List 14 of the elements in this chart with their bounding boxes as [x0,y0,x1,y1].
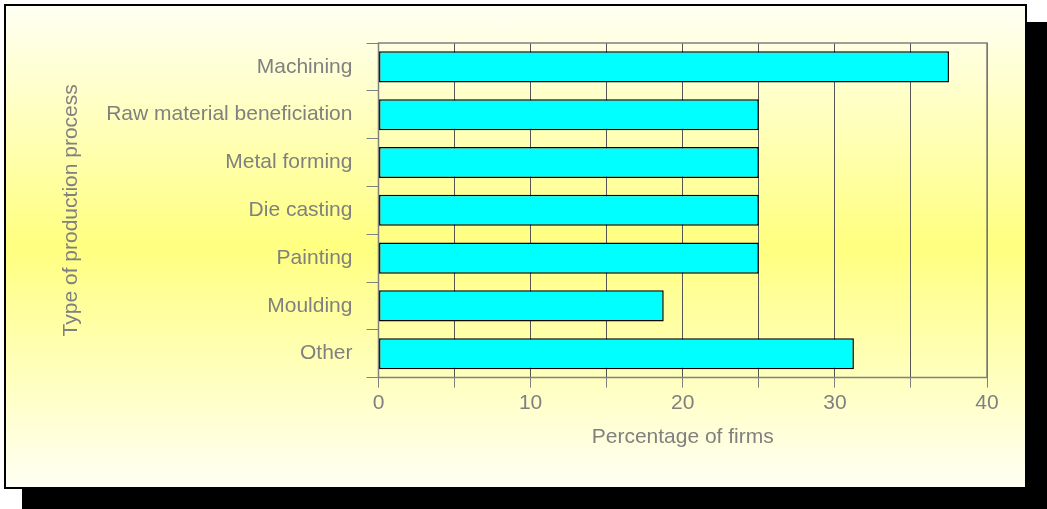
x-axis-title: Percentage of firms [591,424,774,448]
y-tick-label: Moulding [267,292,353,316]
y-tick-label: Machining [256,53,353,77]
x-tick-label: 30 [823,390,847,413]
y-tick-label: Die casting [248,197,353,221]
y-tick-label: Raw material beneficiation [106,101,353,125]
x-tick-label: 0 [372,390,385,413]
x-tick-label: 10 [518,390,543,413]
x-tick-label: 20 [671,390,695,413]
y-axis-title: Type of production process [58,84,82,337]
x-tick-label: 40 [975,390,999,413]
y-tick-label: Metal forming [225,149,353,173]
y-tick-label: Other [299,340,353,364]
y-tick-label: Painting [276,244,353,268]
